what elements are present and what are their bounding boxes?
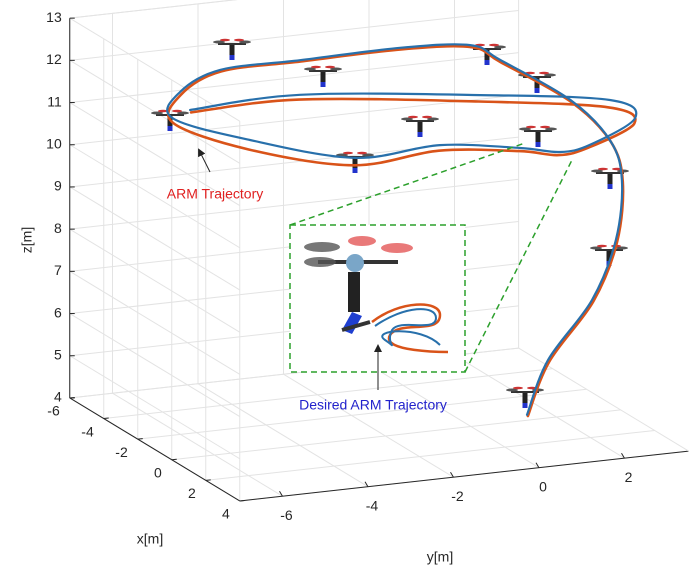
z-tick-label: 7 (54, 262, 62, 278)
tick-mark (240, 500, 245, 501)
y-tick-label: -6 (280, 507, 293, 523)
drone-icon (401, 116, 439, 137)
grid-line (172, 410, 621, 460)
annotation: ARM Trajectory (167, 186, 263, 202)
x-tick-label: -6 (47, 403, 60, 419)
tick-mark (104, 418, 109, 419)
annotation-arrow (199, 150, 210, 172)
grid-line (455, 355, 625, 458)
drone-icon (519, 126, 557, 147)
z-tick-label: 12 (46, 51, 62, 67)
grid-line (70, 314, 240, 417)
grid-line (113, 393, 283, 496)
y-tick-label: -4 (366, 497, 379, 513)
z-tick-label: 13 (46, 9, 62, 25)
z-tick-label: 11 (47, 93, 62, 109)
drone-icon (304, 66, 342, 87)
z-tick-label: 5 (54, 346, 62, 362)
grid-line (369, 365, 539, 468)
annotation: Desired ARM Trajectory (299, 397, 447, 413)
axis-line (70, 0, 519, 18)
axis-line (240, 451, 689, 501)
tick-mark (138, 439, 143, 440)
z-axis-label: z[m] (19, 227, 35, 253)
grid-line (70, 187, 240, 290)
zoom-inset (290, 143, 572, 372)
grid-line (284, 374, 454, 477)
y-tick-label: 2 (625, 469, 633, 485)
y-axis-label: y[m] (427, 549, 453, 565)
tick-mark (172, 459, 177, 460)
tick-mark (206, 480, 211, 481)
x-tick-label: 2 (188, 485, 196, 501)
grid-line (70, 95, 519, 145)
z-tick-label: 6 (54, 304, 62, 320)
x-tick-label: 0 (154, 464, 162, 480)
y-tick-label: -2 (451, 488, 464, 504)
axis-line (519, 348, 689, 451)
grid-line (70, 179, 519, 229)
x-tick-label: -4 (81, 423, 94, 439)
z-tick-label: 8 (54, 220, 62, 236)
z-tick-label: 10 (46, 135, 62, 151)
axis-line (70, 398, 240, 501)
grid-line (70, 0, 519, 18)
y-tick-label: 0 (539, 478, 547, 494)
grid-line (70, 229, 240, 332)
x-tick-label: -2 (115, 444, 128, 460)
grid-line (206, 430, 655, 480)
x-tick-label: 4 (222, 506, 230, 522)
chart: 45678910111213-6-4-2024-6-4-202 (0, 0, 694, 572)
grid-line (70, 271, 240, 374)
x-axis-label: x[m] (137, 531, 163, 547)
tick-mark (70, 397, 75, 398)
z-tick-label: 9 (54, 178, 62, 194)
grid-line (70, 356, 240, 459)
grid-line (70, 10, 519, 60)
